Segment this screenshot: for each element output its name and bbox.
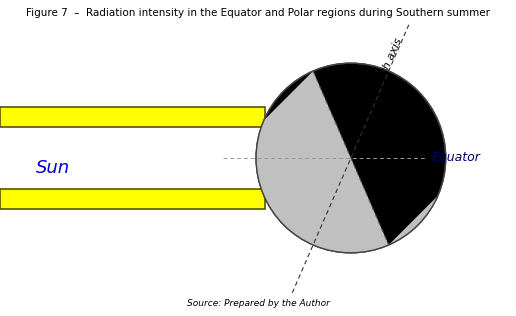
- Circle shape: [256, 63, 446, 253]
- Polygon shape: [256, 71, 438, 253]
- Text: Sun: Sun: [36, 159, 70, 177]
- Text: Figure 7  –  Radiation intensity in the Equator and Polar regions during Souther: Figure 7 – Radiation intensity in the Eq…: [26, 8, 490, 18]
- Text: Earth axis: Earth axis: [373, 36, 405, 91]
- Text: Source: Prepared by the Author: Source: Prepared by the Author: [187, 299, 329, 308]
- Bar: [0, 189, 265, 209]
- Bar: [0, 107, 265, 127]
- Text: Equator: Equator: [432, 151, 480, 165]
